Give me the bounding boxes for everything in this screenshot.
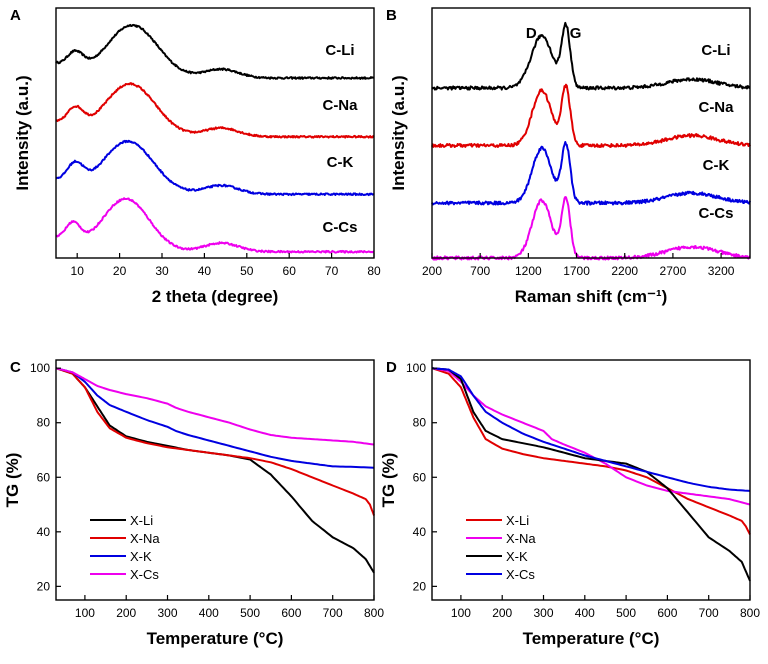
x-tick-label: 1200: [515, 264, 542, 278]
x-tick-label: 200: [422, 264, 442, 278]
y-tick-label: 80: [413, 416, 427, 430]
series-line-x-na: [55, 367, 375, 516]
x-tick-label: 70: [325, 264, 339, 278]
series-line-c-k: [55, 139, 375, 197]
series-line-c-li: [431, 21, 751, 91]
legend: X-Li X-Na X-K X-Cs: [466, 513, 536, 582]
series-line-c-na: [431, 83, 751, 148]
series-line-x-k: [431, 367, 751, 582]
panel-letter: C: [10, 359, 21, 376]
x-tick-label: 3200: [708, 264, 735, 278]
y-axis-label: Intensity (a.u.): [389, 75, 408, 190]
legend-label-x-cs: X-Cs: [130, 567, 159, 582]
x-tick-label: 300: [533, 606, 553, 620]
x-tick-label: 20: [113, 264, 127, 278]
panel-letter: D: [386, 359, 397, 376]
annotation-d-band: D: [526, 25, 537, 42]
plot-frame: [55, 7, 375, 259]
x-tick-label: 1700: [563, 264, 590, 278]
plot-frame: [431, 359, 751, 601]
legend-label-x-na: X-Na: [130, 531, 160, 546]
series-label-c-cs: C-Cs: [322, 219, 357, 236]
x-axis-label: Temperature (°C): [523, 629, 660, 648]
x-tick-label: 10: [71, 264, 85, 278]
series-line-x-cs: [431, 367, 751, 492]
panel-letter: B: [386, 7, 397, 24]
series-label-c-li: C-Li: [325, 42, 354, 59]
series-label-c-na: C-Na: [322, 97, 358, 114]
x-tick-label: 400: [575, 606, 595, 620]
x-tick-label: 800: [740, 606, 760, 620]
x-tick-label: 2200: [611, 264, 638, 278]
x-tick-label: 700: [470, 264, 490, 278]
x-tick-label: 50: [240, 264, 254, 278]
legend: X-Li X-Na X-K X-Cs: [90, 513, 160, 582]
annotation-g-band: G: [570, 25, 582, 42]
series-line-c-k: [431, 141, 751, 206]
y-axis-label: TG (%): [379, 453, 398, 508]
x-tick-label: 2700: [660, 264, 687, 278]
y-axis-label: Intensity (a.u.): [13, 75, 32, 190]
x-tick-label: 700: [323, 606, 343, 620]
series-label-c-na: C-Na: [698, 99, 734, 116]
series-line-c-li: [55, 23, 375, 80]
series-line-x-na: [431, 367, 751, 506]
panel-letter: A: [10, 7, 21, 24]
x-tick-label: 300: [157, 606, 177, 620]
y-tick-label: 40: [37, 525, 51, 539]
x-axis-label: Temperature (°C): [147, 629, 284, 648]
chart-panel-c: C 100 200 300 400 500 600 700 800 20 40 60 80 100 Temp…: [3, 359, 384, 648]
x-tick-label: 500: [240, 606, 260, 620]
x-tick-label: 100: [451, 606, 471, 620]
x-tick-label: 700: [699, 606, 719, 620]
x-axis-label: 2 theta (degree): [152, 287, 279, 306]
y-tick-label: 100: [30, 361, 50, 375]
x-tick-label: 600: [657, 606, 677, 620]
chart-panel-b: B C-Li C-Na C-K C-Cs 200 700 1200 1700 2200 2700 32…: [386, 7, 751, 306]
x-tick-label: 100: [75, 606, 95, 620]
chart-panel-a: A C-Li C-Na C-K C-Cs 10 20 30 40 50 60 70 80 2 theta …: [10, 7, 381, 306]
x-tick-label: 400: [199, 606, 219, 620]
chart-panel-d: D 100 200 300 400 500 600 700 800 20 40 60 80 100 Temp…: [379, 359, 760, 648]
y-tick-label: 20: [413, 579, 427, 593]
x-axis-label: Raman shift (cm⁻¹): [515, 287, 668, 306]
y-axis-label: TG (%): [3, 453, 22, 508]
legend-label-x-na: X-Na: [506, 531, 536, 546]
legend-label-x-li: X-Li: [130, 513, 153, 528]
x-tick-label: 500: [616, 606, 636, 620]
x-tick-label: 80: [367, 264, 381, 278]
plot-frame: [431, 7, 751, 259]
series-line-x-li: [431, 367, 751, 535]
plot-frame: [55, 359, 375, 601]
series-label-c-k: C-K: [327, 154, 354, 171]
x-tick-label: 30: [155, 264, 169, 278]
y-tick-label: 100: [406, 361, 426, 375]
y-tick-label: 60: [37, 470, 51, 484]
x-tick-label: 800: [364, 606, 384, 620]
series-label-c-li: C-Li: [701, 42, 730, 59]
legend-label-x-cs: X-Cs: [506, 567, 535, 582]
series-line-x-cs: [55, 367, 375, 446]
series-label-c-cs: C-Cs: [698, 205, 733, 222]
x-tick-label: 200: [116, 606, 136, 620]
x-tick-label: 600: [281, 606, 301, 620]
y-tick-label: 20: [37, 579, 51, 593]
x-tick-label: 40: [198, 264, 212, 278]
y-tick-label: 60: [413, 470, 427, 484]
x-tick-label: 200: [492, 606, 512, 620]
y-tick-label: 80: [37, 416, 51, 430]
series-line-x-k: [55, 367, 375, 469]
series-line-x-li: [55, 367, 375, 574]
legend-label-x-li: X-Li: [506, 513, 529, 528]
series-line-c-cs: [55, 197, 375, 254]
legend-label-x-k: X-K: [506, 549, 528, 564]
y-tick-label: 40: [413, 525, 427, 539]
series-line-c-na: [55, 82, 375, 139]
x-tick-label: 60: [283, 264, 297, 278]
legend-label-x-k: X-K: [130, 549, 152, 564]
series-label-c-k: C-K: [703, 157, 730, 174]
